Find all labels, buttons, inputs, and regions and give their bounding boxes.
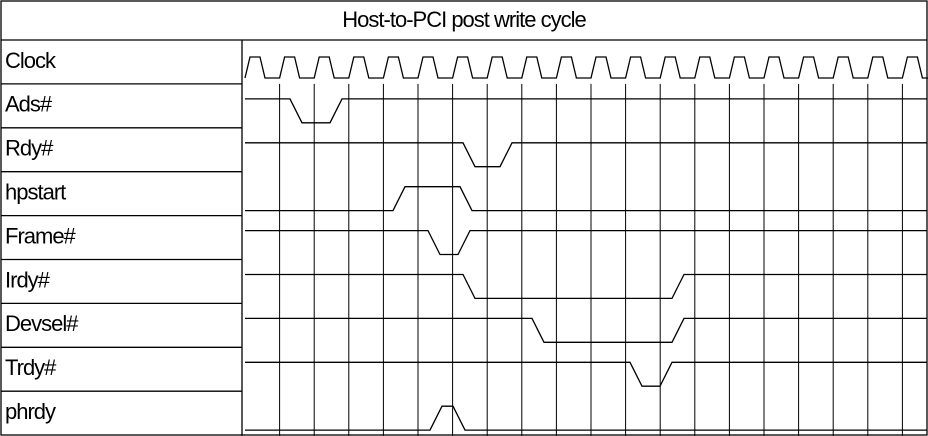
signal-wave <box>245 186 927 212</box>
signal-wave <box>245 317 927 343</box>
signal-label: Rdy# <box>5 136 54 161</box>
signal-wave <box>245 405 927 431</box>
signal-label: Ads# <box>5 92 53 117</box>
diagram-title: Host-to-PCI post write cycle <box>342 7 586 32</box>
signal-wave <box>245 229 927 256</box>
signal-label: Frame# <box>5 223 77 248</box>
signal-wave <box>245 273 927 300</box>
signal-wave <box>245 142 927 168</box>
signal-label: phrdy <box>5 399 56 424</box>
signal-label: Clock <box>5 48 57 73</box>
signal-label: Trdy# <box>5 355 57 380</box>
signal-wave <box>245 98 927 124</box>
clock-wave <box>244 56 928 79</box>
signal-wave <box>245 361 927 387</box>
signal-label: Devsel# <box>5 311 79 336</box>
signal-label: Irdy# <box>5 267 51 292</box>
signal-label: hpstart <box>5 179 66 204</box>
